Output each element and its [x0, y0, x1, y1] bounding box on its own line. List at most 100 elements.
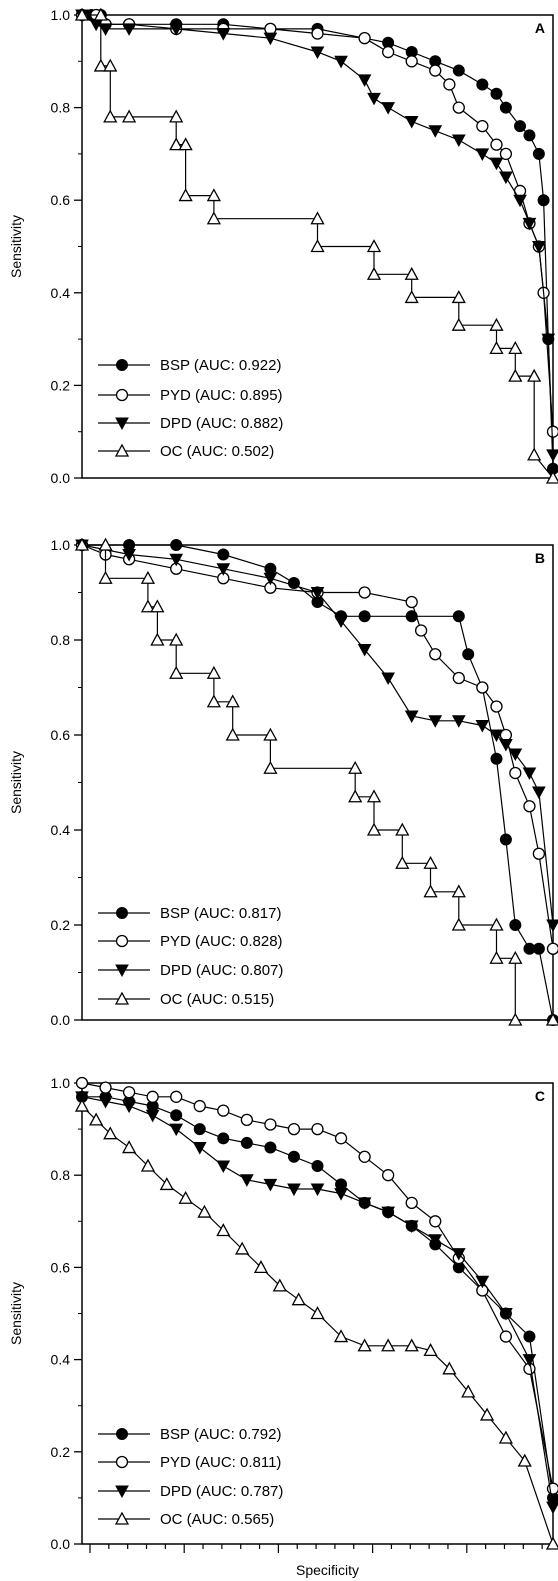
data-point	[263, 760, 278, 774]
y-tick-label: 0.8	[51, 1167, 71, 1183]
data-point	[513, 194, 527, 208]
data-point	[546, 425, 558, 438]
data-point	[476, 78, 489, 91]
data-point	[263, 32, 278, 46]
data-point	[452, 610, 465, 623]
data-point	[74, 537, 90, 551]
data-point	[452, 671, 465, 685]
data-point	[159, 1177, 174, 1191]
data-point	[381, 1169, 395, 1182]
data-point	[499, 171, 513, 185]
data-point	[523, 129, 536, 142]
panel-c: 0.0 0.2 0.4 0.6 0.8 1.0 Sensitivity C BSP (AUC: …	[8, 1075, 558, 1578]
legend-marker	[114, 991, 130, 1005]
data-point	[404, 266, 419, 280]
data-point	[476, 681, 489, 694]
data-point	[170, 1109, 183, 1122]
data-point	[532, 241, 546, 254]
data-point	[263, 727, 278, 741]
data-point	[98, 537, 113, 551]
data-point	[98, 1095, 113, 1109]
y-tick-label: 1.0	[51, 537, 71, 553]
data-point	[508, 748, 523, 762]
data-point	[452, 101, 465, 114]
data-point	[206, 694, 221, 708]
data-point	[499, 833, 512, 846]
data-point	[287, 1183, 301, 1197]
data-point	[170, 539, 183, 551]
data-point	[428, 1234, 443, 1247]
data-point	[522, 767, 537, 781]
data-point	[395, 822, 410, 836]
data-point	[357, 74, 372, 87]
legend-marker	[116, 907, 128, 919]
data-point	[404, 710, 419, 724]
legend-label: OC (AUC: 0.565)	[160, 1511, 274, 1528]
data-point	[358, 1150, 371, 1163]
data-point	[170, 1090, 183, 1103]
data-point	[334, 55, 348, 69]
data-point	[99, 1081, 112, 1094]
legend-label: PYD (AUC: 0.828)	[160, 933, 283, 950]
y-tick-label: 0.0	[51, 470, 71, 486]
data-point	[489, 341, 504, 355]
data-point	[122, 1100, 136, 1114]
data-point	[429, 648, 442, 661]
data-point	[509, 766, 522, 780]
data-point	[206, 665, 221, 679]
data-point	[423, 884, 438, 898]
data-point	[253, 1260, 269, 1274]
data-point	[532, 847, 546, 860]
data-point	[498, 1430, 513, 1444]
data-point	[140, 570, 156, 584]
data-point	[443, 78, 456, 91]
data-point	[404, 115, 419, 129]
data-point	[240, 1136, 253, 1149]
data-point	[93, 7, 108, 21]
data-point	[395, 855, 410, 869]
data-point	[140, 1158, 156, 1172]
legend-label: DPD (AUC: 0.787)	[160, 1483, 283, 1500]
data-point	[311, 27, 324, 40]
data-point	[523, 800, 536, 813]
data-point	[98, 570, 113, 584]
series-open-circle	[75, 1076, 558, 1495]
data-point	[193, 1099, 206, 1113]
data-point	[310, 211, 325, 225]
data-point	[475, 1275, 490, 1289]
y-tick-label: 0.6	[51, 192, 71, 208]
y-tick-label: 0.4	[51, 822, 71, 838]
y-tick-label: 0.4	[51, 1352, 71, 1368]
data-point	[489, 950, 504, 964]
data-point	[414, 624, 428, 637]
panel-b: 0.0 0.2 0.4 0.6 0.8 1.0 Sensitivity B BSP (AUC: …	[8, 537, 558, 1028]
data-point	[428, 715, 443, 728]
legend-label: PYD (AUC: 0.895)	[160, 387, 283, 404]
y-tick-label: 0.2	[51, 1444, 71, 1460]
data-point	[532, 786, 546, 800]
data-point	[358, 32, 371, 45]
data-point	[499, 1308, 513, 1321]
data-point	[310, 1183, 325, 1197]
data-point	[522, 217, 537, 231]
data-point	[75, 1076, 89, 1090]
data-point	[366, 789, 382, 803]
data-point	[451, 917, 466, 931]
data-point	[225, 694, 240, 708]
series-line	[82, 544, 553, 1021]
data-point	[499, 739, 513, 752]
data-point	[381, 45, 395, 59]
data-point	[169, 632, 184, 646]
data-point	[216, 563, 231, 576]
legend-marker	[114, 443, 130, 457]
data-point	[451, 1248, 466, 1261]
data-point	[145, 1109, 160, 1123]
data-point	[381, 1338, 396, 1352]
data-point	[475, 720, 490, 733]
data-point	[348, 760, 363, 774]
data-point	[546, 919, 558, 933]
data-point	[122, 109, 137, 123]
data-point	[499, 101, 512, 114]
data-point	[310, 46, 325, 60]
